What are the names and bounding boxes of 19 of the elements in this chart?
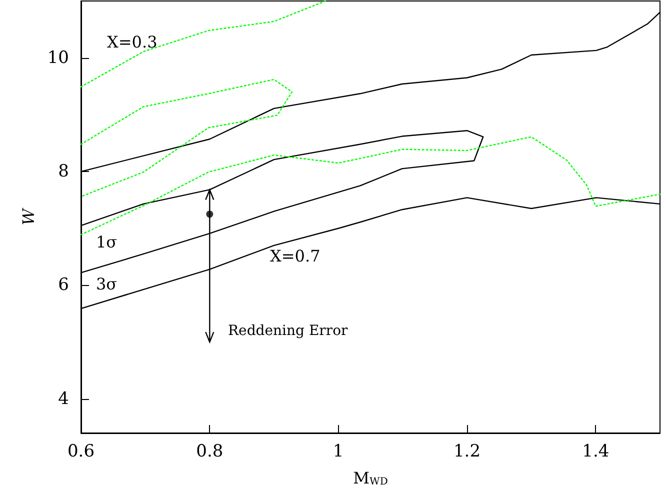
- y-tick-label: 10: [47, 48, 69, 68]
- line-series: [80, 78, 293, 198]
- y-tick-label: 4: [58, 388, 69, 409]
- annotation: X=0.7: [270, 246, 320, 266]
- annotation: 1σ: [96, 232, 118, 252]
- x-tick-label: 0.6: [67, 442, 95, 462]
- x-tick-label: 1: [332, 442, 344, 462]
- y-tick-label: 8: [58, 162, 69, 182]
- x-tick-label: 0.8: [196, 442, 224, 462]
- annotation: Reddening Error: [228, 323, 348, 339]
- x-tick-label: 1.2: [453, 442, 481, 462]
- annotation: 3σ: [96, 274, 118, 294]
- y-axis-title: W: [18, 207, 38, 226]
- x-tick-label: 1.4: [582, 442, 610, 462]
- annotation: X=0.3: [107, 32, 158, 52]
- y-tick-label: 6: [58, 275, 69, 296]
- line-series: [80, 136, 661, 236]
- x-axis-title: MWD: [353, 468, 388, 488]
- line-series: [80, 0, 326, 88]
